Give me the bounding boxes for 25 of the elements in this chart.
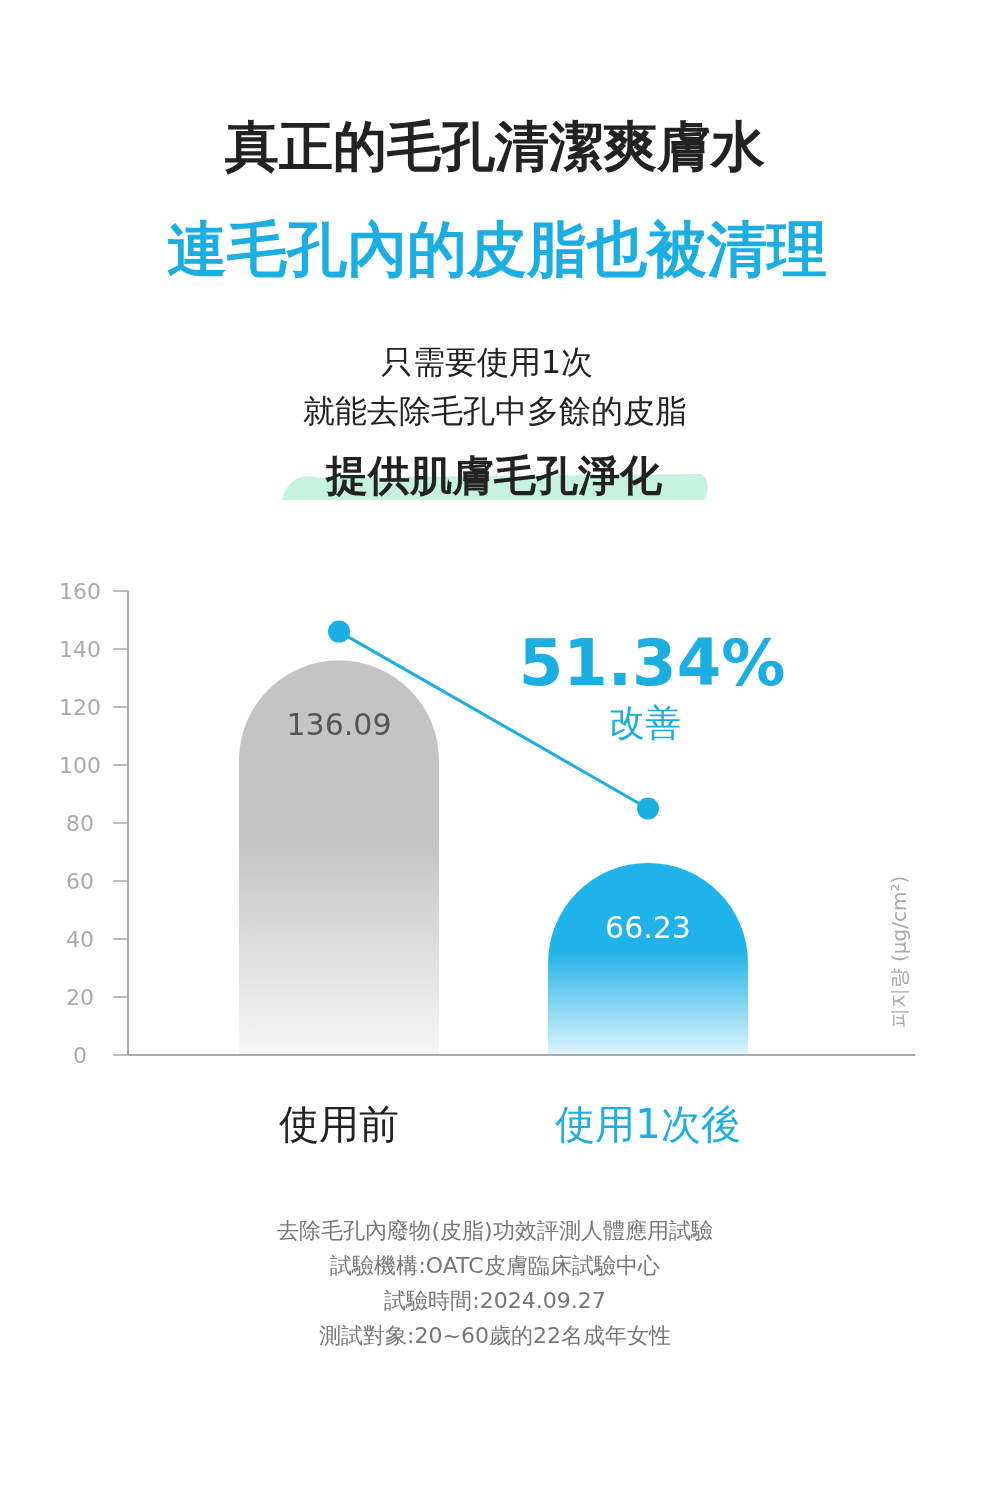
text: 只需要使用1次	[380, 343, 594, 381]
text: 試驗時間:2024.09.27	[384, 1288, 606, 1313]
x-tick-label: 使用1次後	[555, 1101, 741, 1147]
y-tick-label: 120	[59, 695, 101, 720]
y-axis-title: 피지량 (µg/cm²)	[887, 875, 911, 1029]
y-tick-label: 80	[66, 811, 94, 836]
x-tick-label: 使用前	[279, 1101, 399, 1147]
chart-title: 真正的毛孔清潔爽膚水	[224, 115, 765, 178]
y-tick-label: 40	[66, 927, 94, 952]
data-label: 136.09	[286, 707, 392, 743]
y-tick-label: 20	[66, 985, 94, 1010]
text: 試驗機構:OATC皮膚臨床試驗中心	[330, 1253, 660, 1278]
y-tick-label: 60	[66, 869, 94, 894]
y-tick-label: 100	[59, 753, 101, 778]
annotation: 51.34%	[518, 626, 786, 700]
text: 測試對象:20~60歲的22名成年女性	[319, 1323, 671, 1348]
data-label: 66.23	[605, 909, 691, 945]
text: 就能去除毛孔中多餘的皮脂	[303, 392, 687, 430]
chart-subtitle: 連毛孔內的皮脂也被清理	[167, 214, 827, 284]
y-tick-label: 0	[73, 1043, 87, 1068]
annotation: 改善	[609, 702, 681, 743]
text: 提供肌膚毛孔淨化	[324, 451, 663, 500]
text: 去除毛孔內廢物(皮脂)功效評測人體應用試驗	[277, 1218, 713, 1243]
y-tick-label: 140	[59, 637, 101, 662]
y-tick-label: 160	[59, 579, 101, 604]
